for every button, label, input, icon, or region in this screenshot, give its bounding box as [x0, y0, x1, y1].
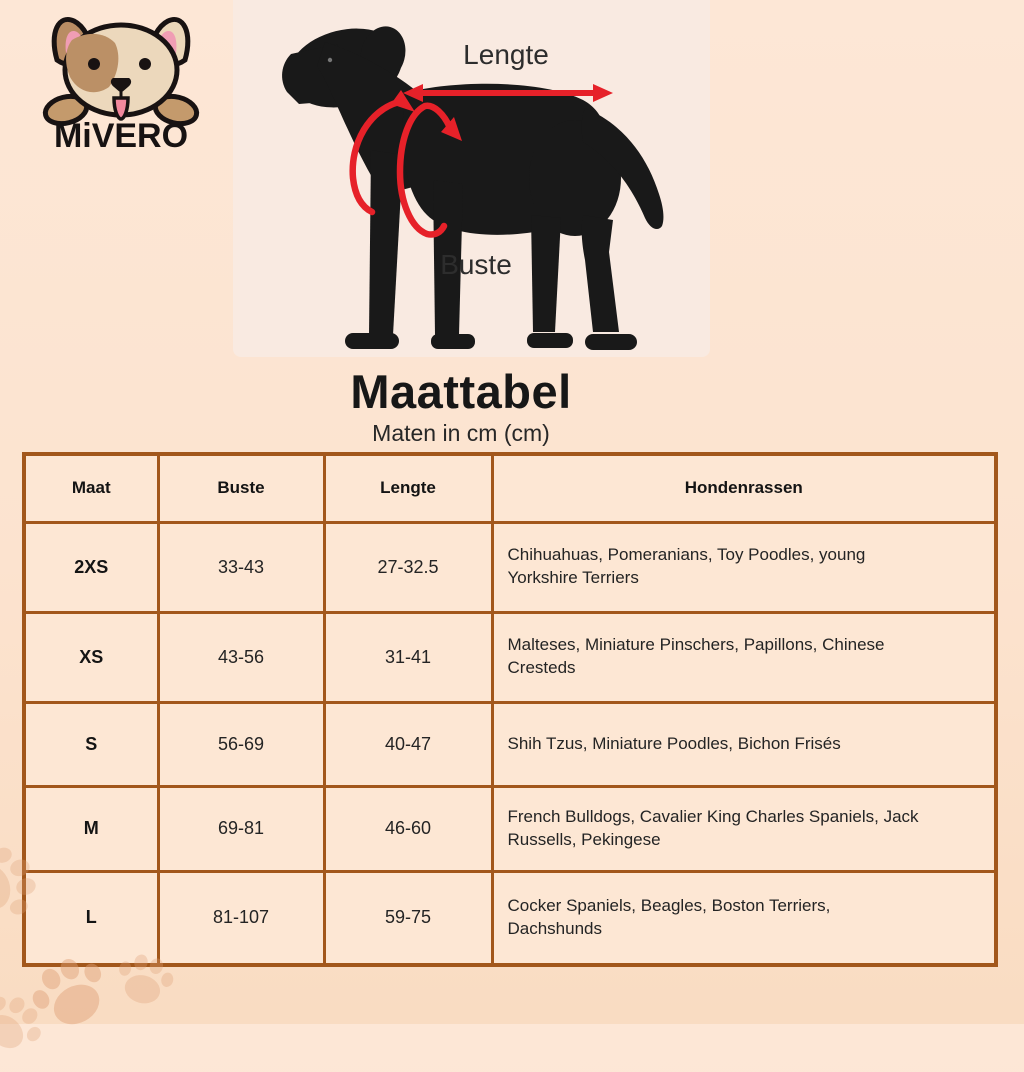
breeds-cell: French Bulldogs, Cavalier King Charles S…	[490, 784, 998, 873]
column-header-buste: Buste	[156, 452, 326, 524]
table-row: M 69-81 46-60 French Bulldogs, Cavalier …	[22, 784, 998, 873]
brand-logo: MiVERO	[26, 6, 216, 156]
chest-label: Buste	[440, 249, 512, 280]
size-cell: 2XS	[22, 520, 160, 614]
table-row: 2XS 33-43 27-32.5 Chihuahuas, Pomeranian…	[22, 520, 998, 614]
table-row: S 56-69 40-47 Shih Tzus, Miniature Poodl…	[22, 700, 998, 788]
chest-girth-arrows	[349, 90, 462, 238]
length-cell: 27-32.5	[322, 520, 494, 614]
breeds-cell: Shih Tzus, Miniature Poodles, Bichon Fri…	[490, 700, 998, 788]
size-cell: L	[22, 869, 160, 967]
breeds-cell: Malteses, Miniature Pinschers, Papillons…	[490, 610, 998, 704]
brand-name: MiVERO	[54, 117, 188, 155]
dog-silhouette-image	[282, 26, 664, 350]
breeds-cell: Chihuahuas, Pomeranians, Toy Poodles, yo…	[490, 520, 998, 614]
column-header-hondenrassen: Hondenrassen	[490, 452, 998, 524]
page-title: Maattabel	[350, 365, 572, 418]
length-cell: 31-41	[322, 610, 494, 704]
table-row: L 81-107 59-75 Cocker Spaniels, Beagles,…	[22, 869, 998, 967]
size-chart-page: MiVERO	[0, 0, 998, 1049]
length-cell: 59-75	[322, 869, 494, 967]
brand-dog-icon: MiVERO	[42, 17, 200, 155]
breeds-cell: Cocker Spaniels, Beagles, Boston Terrier…	[490, 869, 998, 967]
units-subtitle: Maten in cm (cm)	[372, 420, 550, 446]
length-cell: 40-47	[322, 700, 494, 788]
chest-cell: 43-56	[156, 610, 326, 704]
size-cell: M	[22, 784, 160, 873]
size-table: Maat Buste Lengte Hondenrassen 2XS 33-43…	[22, 452, 998, 967]
chest-cell: 56-69	[156, 700, 326, 788]
chest-cell: 33-43	[156, 520, 326, 614]
length-label: Lengte	[463, 39, 549, 70]
size-cell: XS	[22, 610, 160, 704]
chest-cell: 81-107	[156, 869, 326, 967]
column-header-maat: Maat	[22, 452, 160, 524]
length-cell: 46-60	[322, 784, 494, 873]
table-row: XS 43-56 31-41 Malteses, Miniature Pinsc…	[22, 610, 998, 704]
size-cell: S	[22, 700, 160, 788]
column-header-lengte: Lengte	[322, 452, 494, 524]
table-header-row: Maat Buste Lengte Hondenrassen	[22, 452, 998, 524]
length-arrow	[403, 84, 613, 102]
dog-measurement-diagram: Lengte Buste	[233, 0, 710, 357]
paw-print-icon	[0, 996, 41, 1049]
chest-cell: 69-81	[156, 784, 326, 873]
